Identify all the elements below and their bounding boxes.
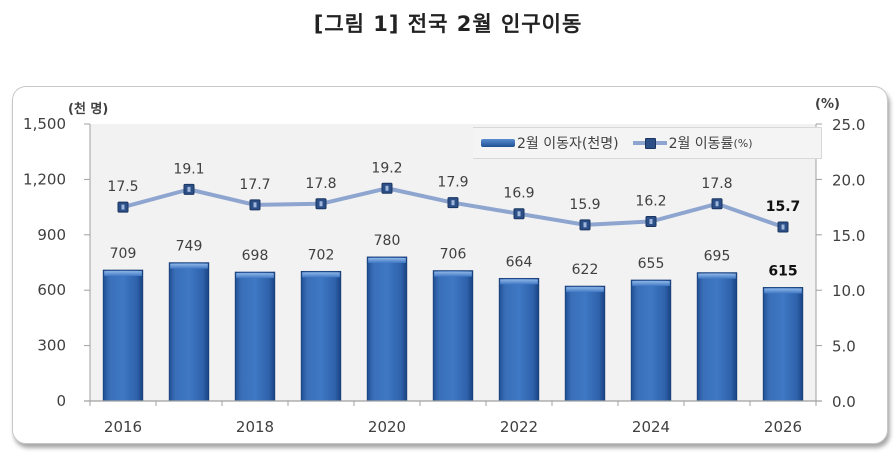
legend-line-label: 2월 이동률 [668, 136, 734, 152]
line-value-label: 17.5 [107, 179, 138, 195]
bar-highlight [764, 288, 802, 294]
left-axis-tick: 0 [56, 392, 66, 410]
data-labels: 709 749 698 702 780 706 664 622 655 695 615 17.5 19.… [107, 160, 800, 279]
line-series [117, 182, 789, 233]
left-axis-tick: 600 [37, 281, 66, 299]
figure-title: [그림 1] 전국 2월 인구이동 [313, 12, 583, 36]
line-value-label: 17.7 [239, 177, 270, 193]
x-axis-tick: 2020 [368, 418, 406, 436]
bar [366, 256, 408, 402]
left-axis-tick: 300 [37, 337, 66, 355]
bar-highlight [236, 273, 274, 279]
bar-value-label: 664 [506, 254, 533, 270]
bar [300, 270, 342, 402]
x-axis-tick: 2016 [104, 418, 142, 436]
bar-highlight [104, 271, 142, 277]
right-axis-tick: 20.0 [832, 171, 865, 189]
bar-value-label: 780 [374, 233, 401, 249]
line-value-label: 19.2 [371, 160, 402, 176]
legend-bar-label: 2월 이동자(천명) [517, 136, 619, 152]
bar-value-label: 622 [572, 262, 599, 278]
right-axis-tick: 10.0 [832, 282, 865, 300]
bar-highlight [302, 272, 340, 278]
line-value-label: 17.8 [305, 176, 336, 192]
x-axis-tick: 2024 [632, 418, 670, 436]
bar-series [102, 256, 804, 402]
bar-highlight [434, 271, 472, 277]
right-axis-unit: (%) [815, 97, 840, 112]
legend-item-line: 2월 이동률 (%) [632, 133, 753, 153]
axes: 0 300 600 900 1,200 1,500 0.0 5.0 10.0 15.0 20.0 25… [23, 115, 865, 436]
right-axis-tick: 0.0 [832, 393, 856, 411]
bar [762, 287, 804, 402]
right-axis-tick: 5.0 [832, 338, 856, 356]
left-axis-unit: (천 명) [68, 101, 108, 117]
bar-value-label: 709 [110, 246, 137, 262]
bar-highlight [698, 273, 736, 279]
bar-highlight [632, 281, 670, 287]
legend-item-bar: 2월 이동자(천명) [481, 133, 619, 153]
line-value-label: 16.2 [635, 194, 666, 210]
x-axis-tick: 2022 [500, 418, 538, 436]
bar [168, 262, 210, 402]
bar-value-label: 706 [440, 247, 467, 263]
bar [564, 285, 606, 402]
x-axis-tick: 2018 [236, 418, 274, 436]
left-axis-tick: 1,200 [23, 170, 66, 188]
bar-value-label: 702 [308, 247, 335, 263]
legend: 2월 이동자(천명) 2월 이동률 (%) [473, 127, 822, 159]
legend-line-suffix: (%) [733, 136, 753, 150]
line-value-label: 15.9 [569, 197, 600, 213]
line-value-label: 15.7 [766, 199, 801, 215]
bar-swatch-icon [481, 139, 515, 147]
line-value-label: 17.8 [701, 176, 732, 192]
bar [234, 271, 276, 402]
bar-value-label: 655 [638, 256, 665, 272]
bar-value-label: 695 [704, 249, 731, 265]
bar [696, 272, 738, 402]
line-marker-swatch-icon [632, 136, 667, 150]
right-axis-tick: 15.0 [832, 227, 865, 245]
bar-value-label: 749 [176, 239, 203, 255]
bar [498, 277, 540, 402]
bar-value-label: 698 [242, 248, 269, 264]
left-axis-tick: 1,500 [23, 115, 66, 133]
bar-value-label: 615 [768, 263, 797, 279]
bar [630, 279, 672, 402]
bar [102, 269, 144, 402]
x-axis-tick: 2026 [764, 418, 802, 436]
line-value-label: 17.9 [437, 175, 468, 191]
line-value-label: 16.9 [503, 186, 534, 202]
left-axis-tick: 900 [37, 226, 66, 244]
bar-highlight [170, 263, 208, 269]
bar [432, 270, 474, 402]
bar-highlight [500, 279, 538, 285]
bar-highlight [566, 287, 604, 293]
bar-highlight [368, 257, 406, 263]
line-value-label: 19.1 [173, 161, 204, 177]
right-axis-tick: 25.0 [832, 116, 865, 134]
